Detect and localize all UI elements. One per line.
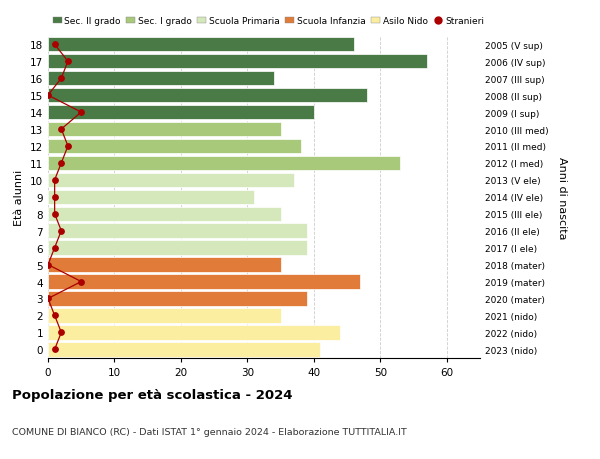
Point	[63, 58, 73, 66]
Point	[43, 261, 53, 269]
Point	[56, 75, 66, 83]
Bar	[48, 38, 354, 52]
Point	[50, 177, 59, 184]
Bar	[48, 325, 340, 340]
Point	[56, 160, 66, 167]
Point	[56, 126, 66, 134]
Bar	[48, 106, 314, 120]
Bar	[48, 207, 281, 221]
Point	[56, 329, 66, 336]
Bar	[48, 55, 427, 69]
Point	[50, 312, 59, 319]
Y-axis label: Anni di nascita: Anni di nascita	[557, 156, 567, 239]
Bar	[48, 241, 307, 255]
Point	[63, 143, 73, 150]
Bar	[48, 291, 307, 306]
Point	[56, 228, 66, 235]
Point	[50, 194, 59, 201]
Bar	[48, 157, 400, 171]
Point	[76, 109, 86, 117]
Bar	[48, 258, 281, 272]
Bar	[48, 89, 367, 103]
Bar	[48, 342, 320, 357]
Bar	[48, 275, 361, 289]
Bar	[48, 190, 254, 205]
Y-axis label: Età alunni: Età alunni	[14, 169, 25, 225]
Bar	[48, 123, 281, 137]
Point	[50, 211, 59, 218]
Bar	[48, 224, 307, 238]
Point	[76, 278, 86, 285]
Text: COMUNE DI BIANCO (RC) - Dati ISTAT 1° gennaio 2024 - Elaborazione TUTTITALIA.IT: COMUNE DI BIANCO (RC) - Dati ISTAT 1° ge…	[12, 427, 407, 436]
Legend: Sec. II grado, Sec. I grado, Scuola Primaria, Scuola Infanzia, Asilo Nido, Stran: Sec. II grado, Sec. I grado, Scuola Prim…	[53, 17, 484, 26]
Point	[50, 245, 59, 252]
Text: Popolazione per età scolastica - 2024: Popolazione per età scolastica - 2024	[12, 388, 293, 401]
Point	[50, 346, 59, 353]
Point	[43, 295, 53, 302]
Point	[43, 92, 53, 100]
Bar	[48, 308, 281, 323]
Bar	[48, 140, 301, 154]
Bar	[48, 72, 274, 86]
Point	[50, 41, 59, 49]
Bar	[48, 173, 294, 188]
